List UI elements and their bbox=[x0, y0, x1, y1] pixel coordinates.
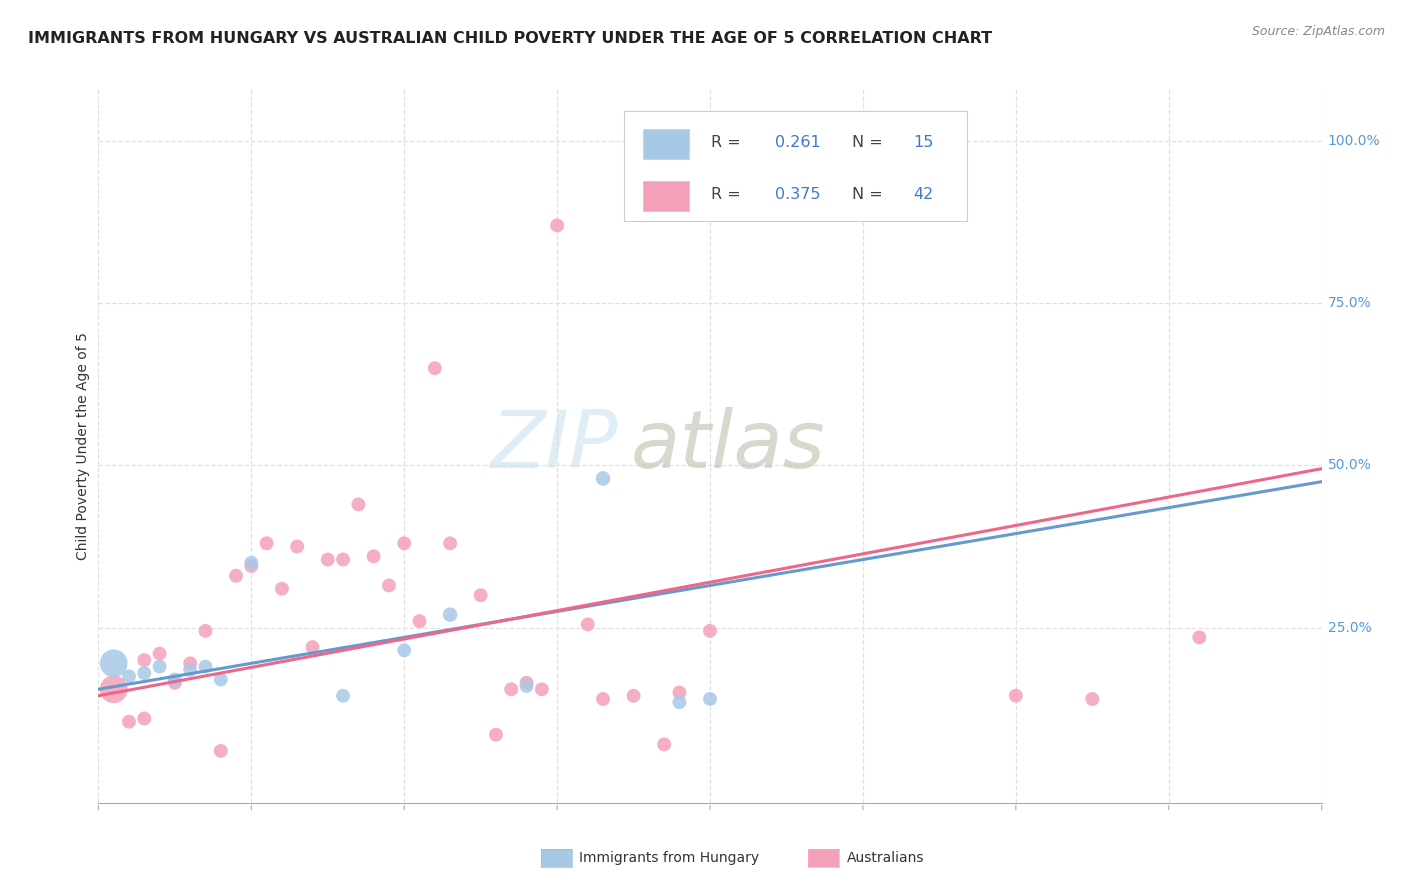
Point bbox=[699, 692, 721, 706]
Point bbox=[576, 617, 599, 632]
Point bbox=[392, 643, 416, 657]
Text: 25.0%: 25.0% bbox=[1327, 621, 1371, 634]
Point bbox=[240, 556, 263, 570]
Point bbox=[623, 689, 645, 703]
Point bbox=[179, 663, 201, 677]
Point bbox=[225, 568, 247, 582]
Point bbox=[392, 536, 416, 550]
Point bbox=[592, 692, 614, 706]
Text: 100.0%: 100.0% bbox=[1327, 134, 1381, 148]
Point bbox=[332, 552, 354, 566]
Text: R =: R = bbox=[711, 187, 747, 202]
Text: 50.0%: 50.0% bbox=[1327, 458, 1371, 473]
Point bbox=[516, 675, 538, 690]
Text: N =: N = bbox=[852, 136, 887, 150]
Point bbox=[209, 744, 232, 758]
Point bbox=[134, 666, 156, 681]
Y-axis label: Child Poverty Under the Age of 5: Child Poverty Under the Age of 5 bbox=[76, 332, 90, 560]
Point bbox=[149, 659, 172, 673]
Point bbox=[470, 588, 492, 602]
Point bbox=[209, 673, 232, 687]
Point bbox=[118, 669, 141, 683]
Point bbox=[516, 679, 538, 693]
Point bbox=[501, 682, 523, 697]
Text: 15: 15 bbox=[912, 136, 934, 150]
Point bbox=[347, 497, 370, 511]
Point bbox=[285, 540, 308, 554]
Point bbox=[546, 219, 568, 233]
Point bbox=[423, 361, 446, 376]
Point bbox=[485, 728, 508, 742]
FancyBboxPatch shape bbox=[624, 111, 967, 221]
Point bbox=[668, 695, 690, 709]
Point bbox=[378, 578, 401, 592]
Point bbox=[530, 682, 553, 697]
Point bbox=[363, 549, 385, 564]
Point bbox=[163, 673, 186, 687]
Point bbox=[194, 624, 217, 638]
Text: 0.375: 0.375 bbox=[775, 187, 820, 202]
Point bbox=[439, 536, 461, 550]
Text: 0.261: 0.261 bbox=[775, 136, 821, 150]
Point bbox=[1004, 689, 1026, 703]
Text: Immigrants from Hungary: Immigrants from Hungary bbox=[579, 851, 759, 865]
FancyBboxPatch shape bbox=[643, 181, 689, 211]
Point bbox=[149, 647, 172, 661]
Point bbox=[316, 552, 339, 566]
Point bbox=[163, 675, 186, 690]
Point bbox=[1081, 692, 1104, 706]
Point bbox=[301, 640, 323, 654]
Text: Source: ZipAtlas.com: Source: ZipAtlas.com bbox=[1251, 25, 1385, 38]
Point bbox=[408, 614, 430, 628]
Point bbox=[592, 471, 614, 485]
FancyBboxPatch shape bbox=[643, 129, 689, 159]
Point bbox=[256, 536, 278, 550]
Text: 42: 42 bbox=[912, 187, 934, 202]
Point bbox=[270, 582, 294, 596]
Text: ZIP: ZIP bbox=[491, 407, 619, 485]
Text: IMMIGRANTS FROM HUNGARY VS AUSTRALIAN CHILD POVERTY UNDER THE AGE OF 5 CORRELATI: IMMIGRANTS FROM HUNGARY VS AUSTRALIAN CH… bbox=[28, 31, 993, 46]
Point bbox=[1188, 631, 1211, 645]
Point bbox=[179, 657, 201, 671]
Text: R =: R = bbox=[711, 136, 747, 150]
Text: 75.0%: 75.0% bbox=[1327, 296, 1371, 310]
Point bbox=[134, 711, 156, 725]
Point bbox=[439, 607, 461, 622]
Point bbox=[652, 738, 675, 752]
Point bbox=[103, 682, 125, 697]
Point bbox=[699, 624, 721, 638]
Point bbox=[194, 659, 217, 673]
Point bbox=[134, 653, 156, 667]
Point bbox=[103, 657, 125, 671]
Text: atlas: atlas bbox=[630, 407, 825, 485]
Point bbox=[118, 714, 141, 729]
Point bbox=[332, 689, 354, 703]
Point bbox=[668, 685, 690, 699]
Point bbox=[240, 559, 263, 574]
Text: Australians: Australians bbox=[846, 851, 924, 865]
Text: N =: N = bbox=[852, 187, 887, 202]
